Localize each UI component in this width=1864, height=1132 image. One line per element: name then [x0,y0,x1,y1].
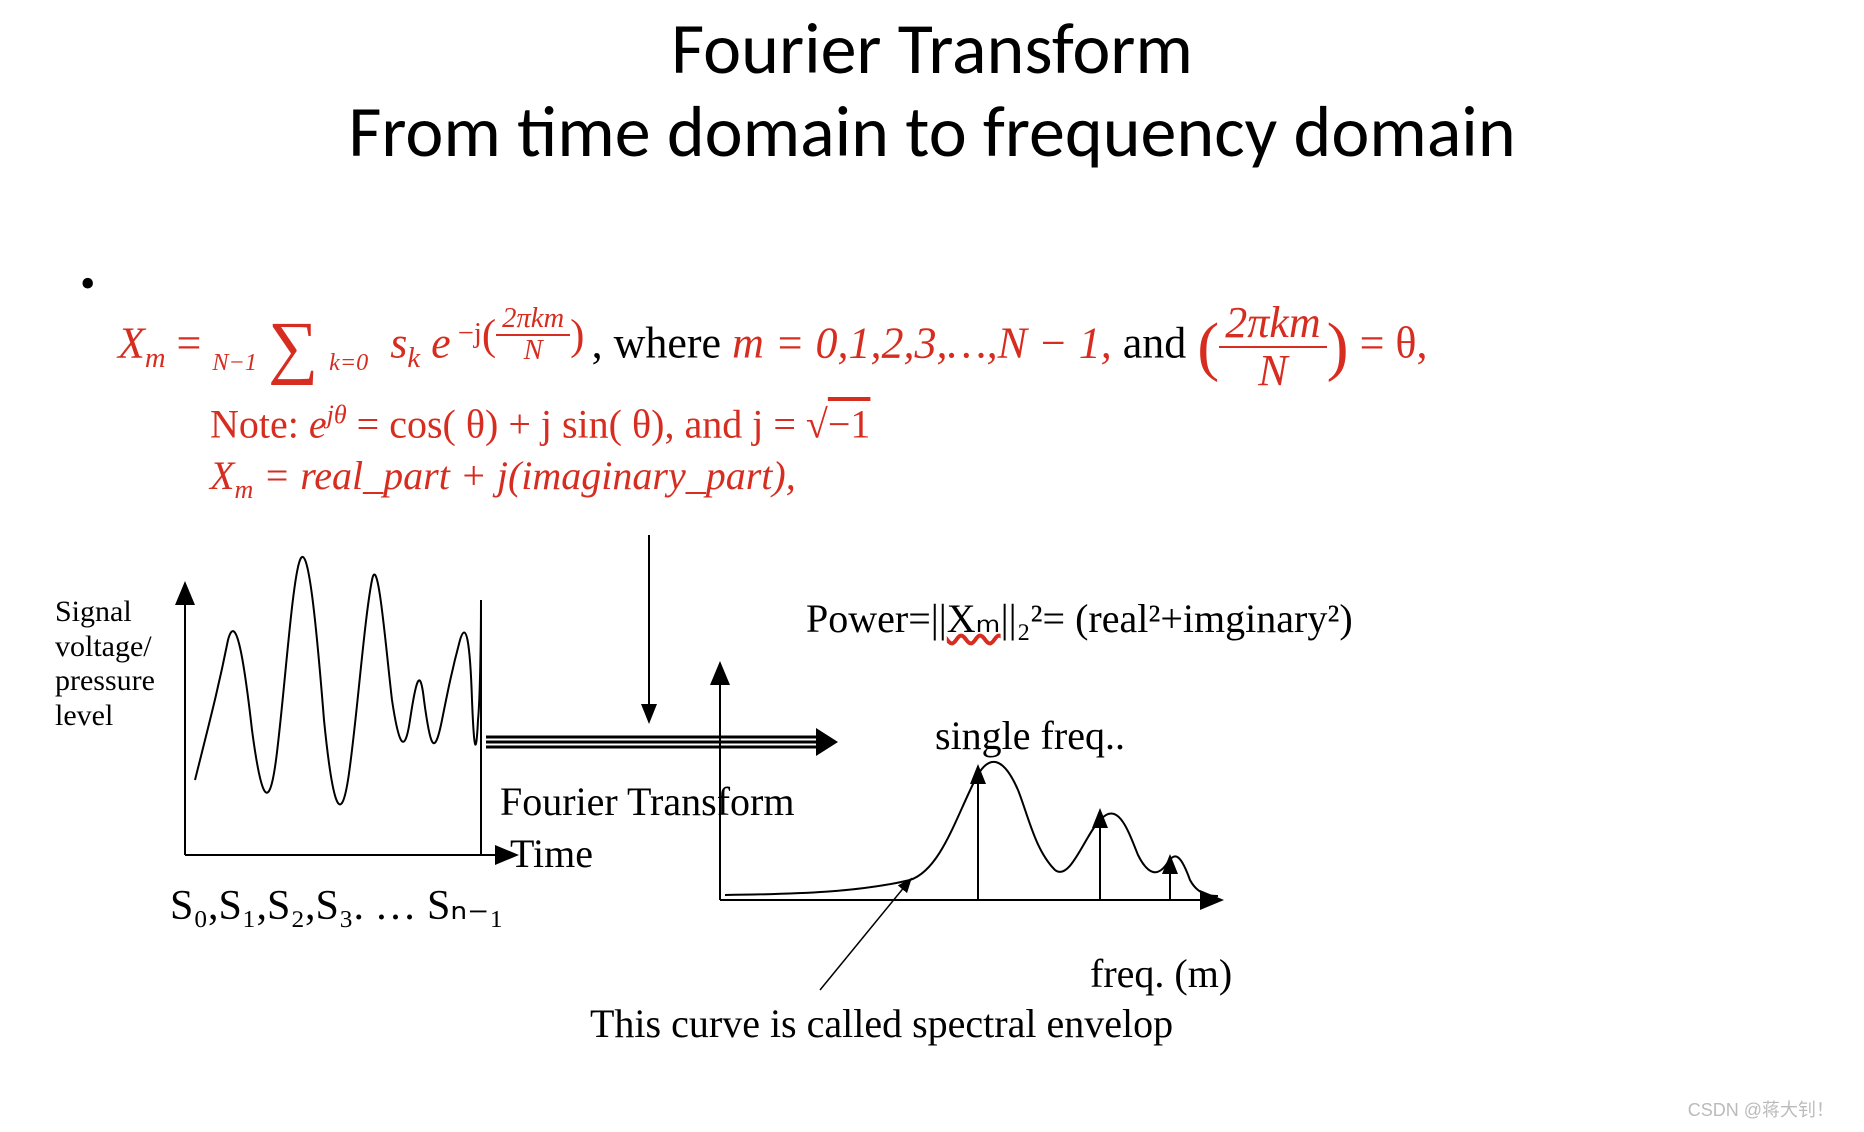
fourier-transform-label: Fourier Transform [500,778,794,825]
power-formula: Power=||Xₘ||₂²= (real²+imginary²) [806,595,1353,642]
freq-axis-label: freq. (m) [1090,950,1232,997]
spectral-envelop-label: This curve is called spectral envelop [590,1000,1173,1047]
samples-label: S₀,S₁,S₂,S₃. … Sₙ₋₁ [170,880,504,930]
single-freq-label: single freq.. [935,712,1125,759]
time-axis-label: Time [510,830,593,877]
time-domain-chart [0,0,1864,1132]
watermark: CSDN @蒋大钊！ [1688,1096,1834,1122]
